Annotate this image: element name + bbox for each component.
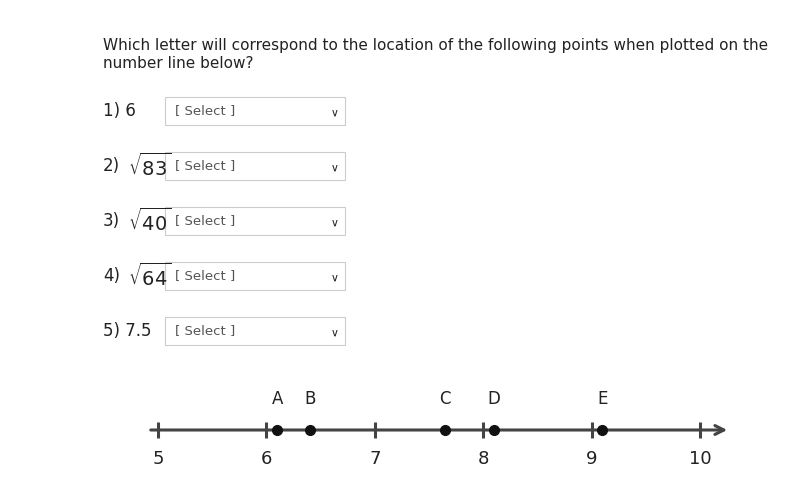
Text: 4): 4): [103, 267, 120, 285]
Text: C: C: [439, 390, 451, 408]
Text: ∧: ∧: [329, 161, 337, 171]
Text: $\sqrt{40}$: $\sqrt{40}$: [128, 207, 171, 235]
Text: 5: 5: [152, 450, 164, 468]
Text: [ Select ]: [ Select ]: [175, 214, 235, 228]
Text: ∧: ∧: [329, 216, 337, 226]
Bar: [165, 262, 345, 290]
Text: 9: 9: [586, 450, 598, 468]
Text: [ Select ]: [ Select ]: [175, 105, 235, 118]
Text: Which letter will correspond to the location of the following points when plotte: Which letter will correspond to the loca…: [103, 38, 768, 53]
Text: 8: 8: [478, 450, 489, 468]
Text: 1) 6: 1) 6: [103, 102, 136, 120]
Text: ∧: ∧: [329, 106, 337, 116]
Text: 5) 7.5: 5) 7.5: [103, 322, 151, 340]
Text: 10: 10: [689, 450, 711, 468]
Text: number line below?: number line below?: [103, 56, 254, 71]
Text: [ Select ]: [ Select ]: [175, 324, 235, 337]
Text: 2): 2): [103, 157, 120, 175]
Text: [ Select ]: [ Select ]: [175, 160, 235, 173]
Text: 6: 6: [261, 450, 272, 468]
Text: ∧: ∧: [329, 271, 337, 281]
Text: 3): 3): [103, 212, 120, 230]
Text: 7: 7: [369, 450, 381, 468]
Text: ∧: ∧: [329, 326, 337, 336]
Text: $\sqrt{83}$: $\sqrt{83}$: [128, 152, 171, 180]
Text: B: B: [304, 390, 315, 408]
Bar: [165, 317, 345, 345]
Bar: [165, 152, 345, 180]
Text: $\sqrt{64}$: $\sqrt{64}$: [128, 262, 171, 290]
Text: E: E: [598, 390, 608, 408]
Text: [ Select ]: [ Select ]: [175, 269, 235, 282]
Text: D: D: [488, 390, 501, 408]
Bar: [165, 207, 345, 235]
Text: A: A: [271, 390, 283, 408]
Bar: [165, 97, 345, 125]
